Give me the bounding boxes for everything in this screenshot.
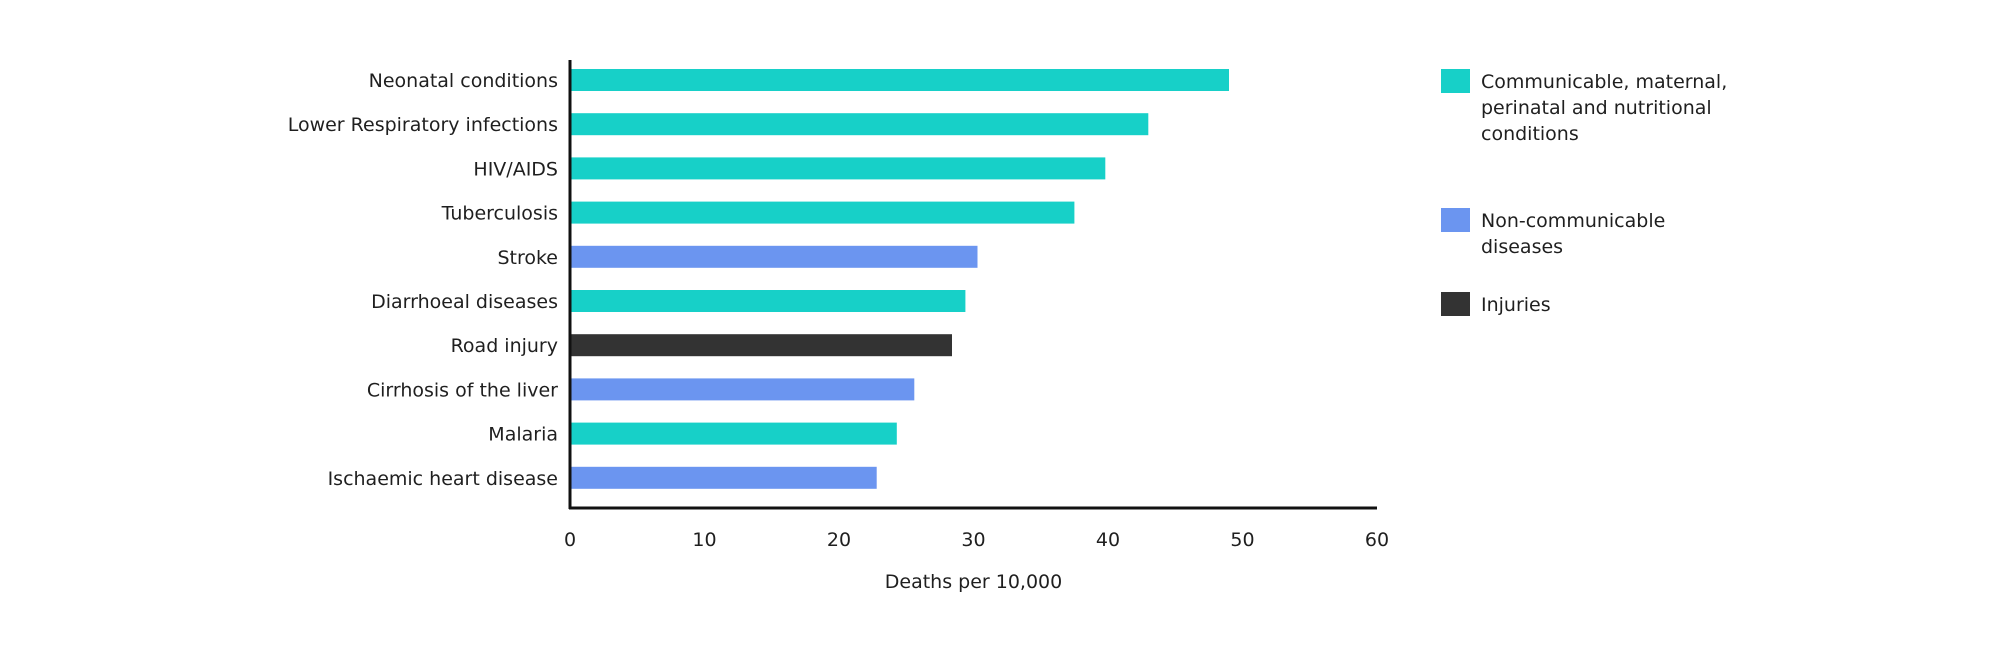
category-labels: Neonatal conditions Lower Respiratory inf…: [288, 70, 558, 490]
bar: [571, 290, 966, 312]
legend-swatch: [1441, 69, 1470, 93]
bars-layer: [571, 69, 1229, 489]
category-label: Neonatal conditions: [369, 70, 558, 92]
bar: [571, 378, 915, 401]
bar: [571, 69, 1229, 91]
bar: [571, 466, 877, 489]
category-label: HIV/AIDS: [473, 158, 558, 180]
x-tick-labels: 0 10 20 30 40 50 60: [564, 529, 1389, 551]
category-label: Malaria: [488, 424, 558, 446]
x-tick-label: 30: [961, 529, 985, 551]
legend-item: Communicable, maternal, perinatal and nut…: [1441, 69, 1727, 145]
x-tick-label: 0: [564, 529, 576, 551]
x-tick-label: 40: [1096, 529, 1120, 551]
legend-label: Non-communicable diseases: [1481, 210, 1665, 258]
category-label: Road injury: [451, 335, 558, 357]
bar: [571, 113, 1149, 136]
axes: [568, 60, 1377, 510]
category-label: Tuberculosis: [441, 203, 558, 225]
legend-swatch: [1441, 208, 1470, 232]
legend-label: Communicable, maternal, perinatal and nut…: [1481, 71, 1727, 145]
x-axis-title: Deaths per 10,000: [885, 571, 1062, 593]
legend-item: Non-communicable diseases: [1441, 208, 1665, 258]
legend-swatch: [1441, 292, 1470, 316]
category-label: Ischaemic heart disease: [328, 468, 558, 490]
category-label: Stroke: [497, 247, 558, 269]
x-tick-label: 50: [1230, 529, 1254, 551]
x-tick-label: 60: [1365, 529, 1389, 551]
bar: [571, 201, 1075, 224]
legend: Communicable, maternal, perinatal and nut…: [1441, 69, 1727, 316]
legend-label: Injuries: [1481, 294, 1551, 316]
category-label: Cirrhosis of the liver: [367, 379, 558, 401]
bar: [571, 245, 978, 268]
x-tick-label: 10: [692, 529, 716, 551]
bar: [571, 422, 897, 445]
category-label: Diarrhoeal diseases: [371, 291, 558, 313]
x-tick-label: 20: [827, 529, 851, 551]
category-label: Lower Respiratory infections: [288, 114, 558, 136]
bar: [571, 334, 952, 357]
legend-item: Injuries: [1441, 292, 1551, 316]
bar: [571, 157, 1106, 180]
